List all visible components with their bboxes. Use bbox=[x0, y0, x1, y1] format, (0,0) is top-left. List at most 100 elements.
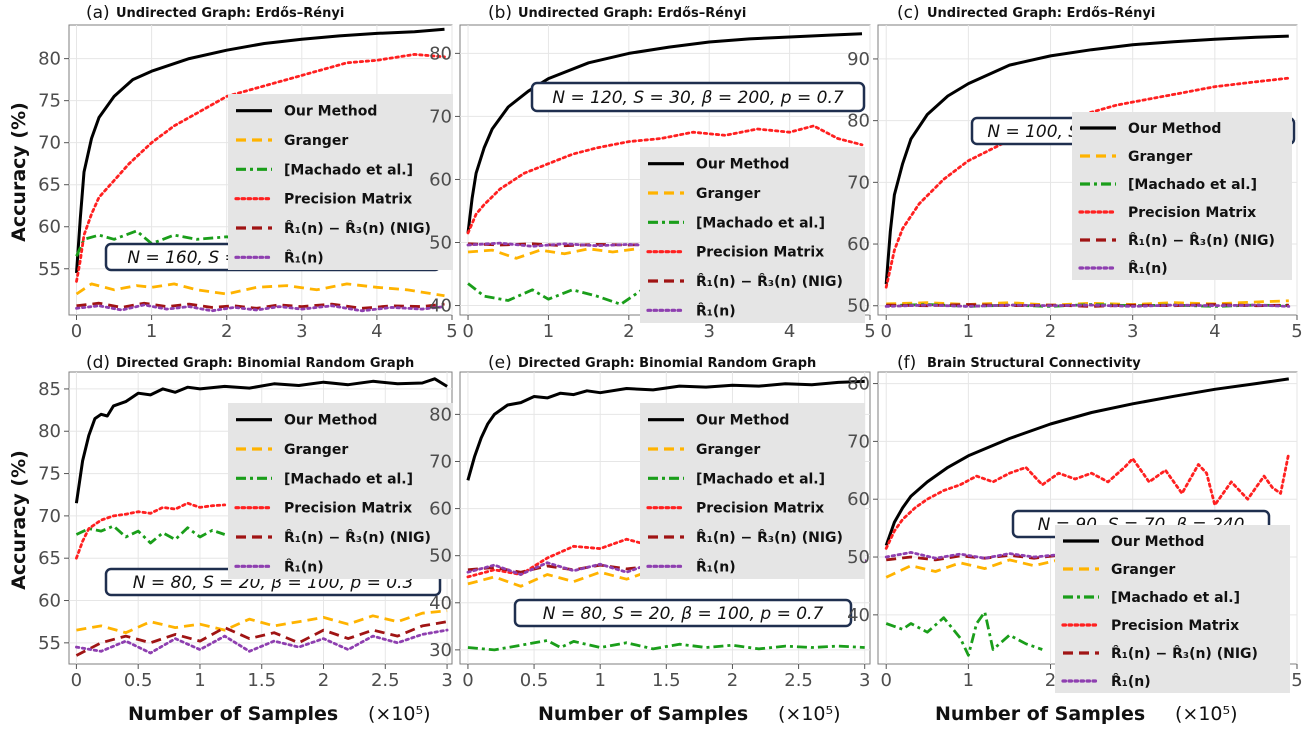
y-tick-label: 65 bbox=[38, 175, 61, 196]
series-group bbox=[884, 34, 1291, 308]
x-tick-label: 0 bbox=[462, 321, 473, 342]
x-axis-label-text: Number of Samples bbox=[538, 703, 748, 725]
panel-label: (f) bbox=[897, 353, 916, 373]
series-line bbox=[885, 610, 1043, 657]
y-tick-label: 70 bbox=[38, 133, 61, 154]
series-line bbox=[75, 27, 445, 274]
x-tick-label: 5 bbox=[1291, 321, 1302, 342]
y-tick-label: 40 bbox=[847, 605, 870, 626]
x-tick-label: 1 bbox=[963, 670, 974, 691]
panel-b: (b) Undirected Graph: Erdős–Rényi 0 1 2 3 4 5 40… bbox=[429, 3, 876, 342]
y-tick-label: 60 bbox=[38, 217, 61, 238]
y-tick-label: 55 bbox=[38, 259, 61, 280]
series-line bbox=[884, 451, 1291, 550]
y-tick-label: 70 bbox=[429, 106, 452, 127]
x-tick-label: 0 bbox=[880, 670, 891, 691]
legend-label: [Machado et al.] bbox=[1128, 177, 1257, 193]
y-tick-label: 80 bbox=[38, 421, 61, 442]
series-line bbox=[76, 609, 448, 635]
legend-label: R̂₁(n) − R̂₃(n) (NIG) bbox=[284, 220, 431, 237]
panel-title: Undirected Graph: Erdős–Rényi bbox=[116, 6, 344, 21]
series-line bbox=[466, 379, 865, 481]
series-group bbox=[884, 377, 1291, 657]
x-axis-label-text: Number of Samples bbox=[935, 703, 1145, 725]
legend-label: Granger bbox=[284, 442, 348, 458]
legend-label: Precision Matrix bbox=[696, 501, 824, 517]
x-tick-label: 1 bbox=[963, 321, 974, 342]
y-tick-label: 80 bbox=[429, 404, 452, 425]
y-tick-label: 70 bbox=[847, 431, 870, 452]
legend-label: Our Method bbox=[1128, 121, 1221, 137]
x-tick-label: 0.5 bbox=[124, 670, 153, 691]
legend-label: Our Method bbox=[696, 157, 789, 173]
y-tick-label: 70 bbox=[847, 172, 870, 193]
legend-label: Precision Matrix bbox=[1111, 618, 1239, 634]
x-axis-label-f: Number of Samples (×10⁵) bbox=[935, 703, 1238, 725]
series-group bbox=[75, 27, 446, 313]
legend-label: Precision Matrix bbox=[696, 245, 824, 261]
series-line bbox=[884, 377, 1290, 546]
y-tick-label: 80 bbox=[38, 49, 61, 70]
panel-label: (e) bbox=[488, 353, 512, 373]
y-tick-label: 50 bbox=[429, 233, 452, 254]
series-line bbox=[884, 551, 1135, 560]
y-tick-label: 80 bbox=[847, 374, 870, 395]
x-tick-label: 5 bbox=[1291, 670, 1302, 691]
series-line bbox=[75, 282, 445, 298]
legend-label: [Machado et al.] bbox=[696, 471, 825, 487]
panel-label: (b) bbox=[488, 3, 512, 23]
parameter-text: N = 80, S = 20, β = 100, p = 0.7 bbox=[543, 604, 824, 624]
legend-label: Our Method bbox=[696, 413, 789, 429]
legend-label: R̂₁(n) − R̂₃(n) (NIG) bbox=[1111, 645, 1258, 662]
y-axis-label-top: Accuracy (%) bbox=[8, 102, 30, 242]
legend-label: R̂₁(n) bbox=[1111, 673, 1151, 690]
legend-label: Granger bbox=[696, 442, 760, 458]
series-line bbox=[76, 301, 445, 310]
legend-label: [Machado et al.] bbox=[284, 471, 413, 487]
x-axis-unit: (×10⁵) bbox=[1175, 703, 1238, 725]
x-tick-label: 3 bbox=[859, 670, 870, 691]
x-tick-label: 1 bbox=[194, 670, 205, 691]
series-group bbox=[74, 377, 449, 657]
series-line bbox=[466, 32, 863, 234]
x-tick-label: 5 bbox=[446, 321, 457, 342]
series-line bbox=[886, 552, 1133, 562]
series-line bbox=[467, 639, 865, 652]
y-tick-label: 90 bbox=[847, 49, 870, 70]
legend-background bbox=[228, 94, 453, 270]
series-line bbox=[75, 53, 446, 283]
legend-label: Our Method bbox=[284, 104, 377, 120]
panel-label: (a) bbox=[86, 3, 110, 23]
x-tick-label: 1 bbox=[543, 321, 554, 342]
legend-label: Granger bbox=[1111, 562, 1175, 578]
x-tick-label: 2 bbox=[1045, 321, 1056, 342]
y-tick-label: 60 bbox=[429, 169, 452, 190]
series-line bbox=[467, 246, 710, 260]
x-axis-unit: (×10⁵) bbox=[778, 703, 841, 725]
x-tick-label: 0 bbox=[462, 670, 473, 691]
x-tick-label: 3 bbox=[296, 321, 307, 342]
x-tick-label: 3 bbox=[441, 670, 452, 691]
legend-background bbox=[640, 147, 865, 323]
y-tick-label: 70 bbox=[429, 451, 452, 472]
panel-c: (c) Undirected Graph: Erdős–Rényi 0 1 2 3 4 5 50… bbox=[847, 3, 1303, 342]
y-tick-label: 40 bbox=[429, 296, 452, 317]
panel-title: Brain Structural Connectivity bbox=[927, 356, 1141, 371]
x-tick-label: 3 bbox=[1127, 321, 1138, 342]
legend-label: [Machado et al.] bbox=[1111, 590, 1240, 606]
panel-label: (d) bbox=[86, 353, 110, 373]
parameter-box bbox=[513, 598, 853, 628]
panel-title: Directed Graph: Binomial Random Graph bbox=[116, 356, 414, 371]
y-tick-label: 60 bbox=[847, 234, 870, 255]
x-tick-label: 4 bbox=[371, 321, 382, 342]
x-tick-label: 2 bbox=[727, 670, 738, 691]
legend: Our Method Granger [Machado et al.] Precisi… bbox=[1072, 112, 1292, 280]
legend-label: R̂₁(n) bbox=[284, 559, 324, 576]
x-axis-unit: (×10⁵) bbox=[368, 703, 431, 725]
legend-label: Granger bbox=[1128, 149, 1192, 165]
y-tick-label: 75 bbox=[38, 464, 61, 485]
legend: Our Method Granger [Machado et al.] Precisi… bbox=[228, 94, 453, 270]
y-tick-label: 50 bbox=[847, 296, 870, 317]
y-tick-label: 65 bbox=[38, 548, 61, 569]
